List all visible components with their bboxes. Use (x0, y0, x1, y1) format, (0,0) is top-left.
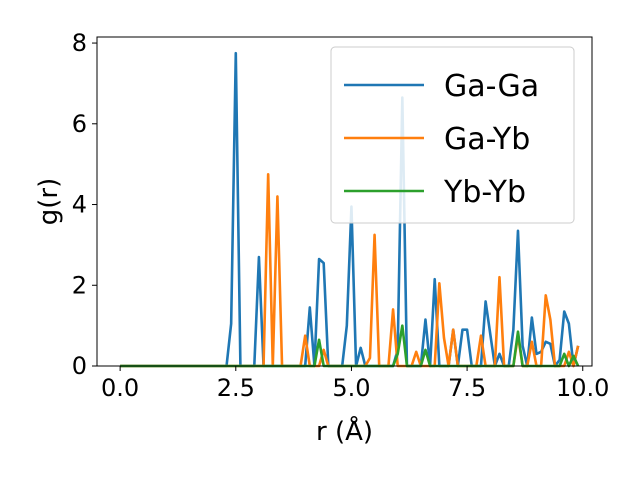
legend-box (330, 46, 575, 224)
x-tick-label: 7.5 (448, 374, 486, 402)
legend: Ga-Ga Ga-Yb Yb-Yb (330, 46, 575, 224)
x-tick-label: 5.0 (332, 374, 370, 402)
y-tick-label: 4 (72, 191, 87, 219)
y-tick-label: 0 (72, 352, 87, 380)
x-axis-label: r (Å) (316, 415, 373, 447)
y-axis-label: g(r) (34, 178, 64, 225)
legend-label-ga-ga: Ga-Ga (444, 69, 539, 104)
legend-label-ga-yb: Ga-Yb (444, 122, 530, 157)
legend-label-yb-yb: Yb-Yb (443, 175, 526, 210)
y-tick-label: 8 (72, 29, 87, 57)
x-tick-label: 2.5 (217, 374, 255, 402)
plot-frame (96, 36, 593, 367)
x-tick-label: 0.0 (101, 374, 139, 402)
y-tick-label: 6 (72, 110, 87, 138)
x-tick-label: 10.0 (556, 374, 609, 402)
y-tick-label: 2 (72, 271, 87, 299)
axes-layer: 0.0 2.5 5.0 7.5 10.0 0 2 4 6 8 (72, 29, 610, 402)
